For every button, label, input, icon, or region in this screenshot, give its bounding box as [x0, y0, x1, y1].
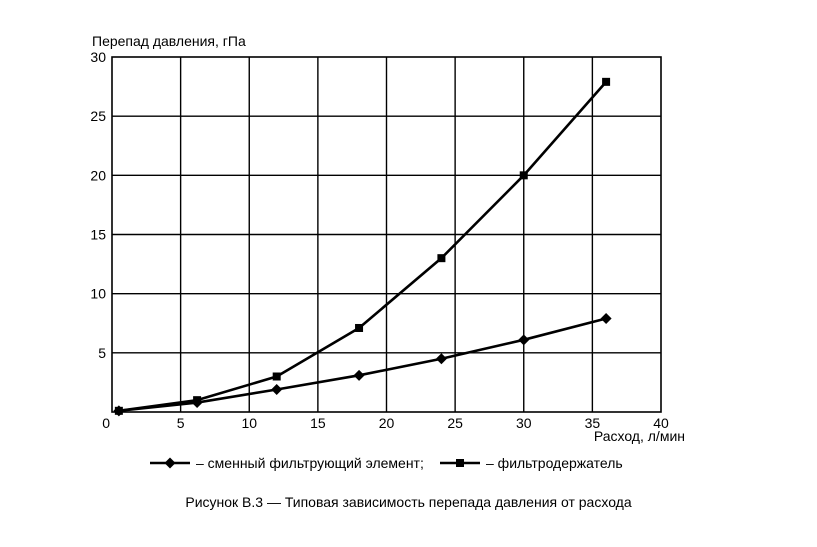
x-tick-label: 25	[447, 415, 463, 431]
x-tick-label: 0	[102, 415, 110, 431]
series-2	[114, 77, 611, 415]
y-tick-label: 15	[90, 227, 106, 243]
legend-label: – фильтродержатель	[486, 455, 623, 471]
y-tick-label: 20	[90, 167, 106, 183]
x-tick-label: 35	[585, 415, 601, 431]
data-point-square	[519, 171, 528, 180]
data-point-diamond	[518, 334, 530, 346]
data-point-square	[193, 396, 202, 405]
figure-caption: Рисунок В.3 — Типовая зависимость перепа…	[185, 494, 632, 510]
legend-item: – сменный фильтрующий элемент;	[150, 455, 424, 471]
y-axis-label: Перепад давления, гПа	[92, 33, 246, 49]
series-line	[118, 317, 607, 413]
legend-label: – сменный фильтрующий элемент;	[196, 455, 424, 471]
x-tick-label: 10	[241, 415, 257, 431]
x-axis-label: Расход, л/мин	[594, 428, 685, 444]
legend: – сменный фильтрующий элемент; – фильтрод…	[150, 455, 623, 471]
data-point-square	[114, 406, 123, 415]
data-point-square	[437, 254, 446, 263]
y-tick-label: 25	[90, 108, 106, 124]
chart-grid	[112, 57, 661, 412]
x-tick-label: 15	[310, 415, 326, 431]
x-tick-label: 40	[653, 415, 669, 431]
plot-frame	[111, 56, 662, 413]
y-tick-label: 10	[90, 286, 106, 302]
y-tick-label: 30	[90, 49, 106, 65]
data-point-diamond	[271, 384, 283, 396]
series-layer	[113, 77, 612, 417]
x-tick-label: 20	[379, 415, 395, 431]
data-point-diamond	[600, 313, 612, 325]
data-point-square	[355, 323, 364, 332]
x-tick-label: 30	[516, 415, 532, 431]
x-tick-labels: 0 5 10 15 20 25 30 35 40	[102, 415, 669, 431]
series-line	[118, 80, 608, 413]
legend-marker-square	[456, 459, 464, 467]
data-point-square	[272, 372, 281, 381]
data-point-square	[602, 77, 611, 86]
y-tick-labels: 5 10 15 20 25 30	[90, 49, 106, 361]
data-point-diamond	[435, 353, 447, 365]
data-point-diamond	[353, 369, 365, 381]
y-tick-label: 5	[98, 345, 106, 361]
legend-item: – фильтродержатель	[440, 455, 623, 471]
legend-marker-diamond	[164, 457, 176, 469]
x-tick-label: 5	[177, 415, 185, 431]
